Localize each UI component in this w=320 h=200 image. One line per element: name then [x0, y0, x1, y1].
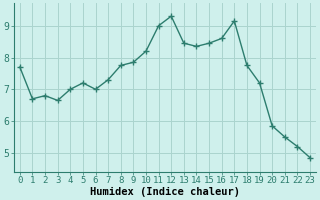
- X-axis label: Humidex (Indice chaleur): Humidex (Indice chaleur): [90, 186, 240, 197]
